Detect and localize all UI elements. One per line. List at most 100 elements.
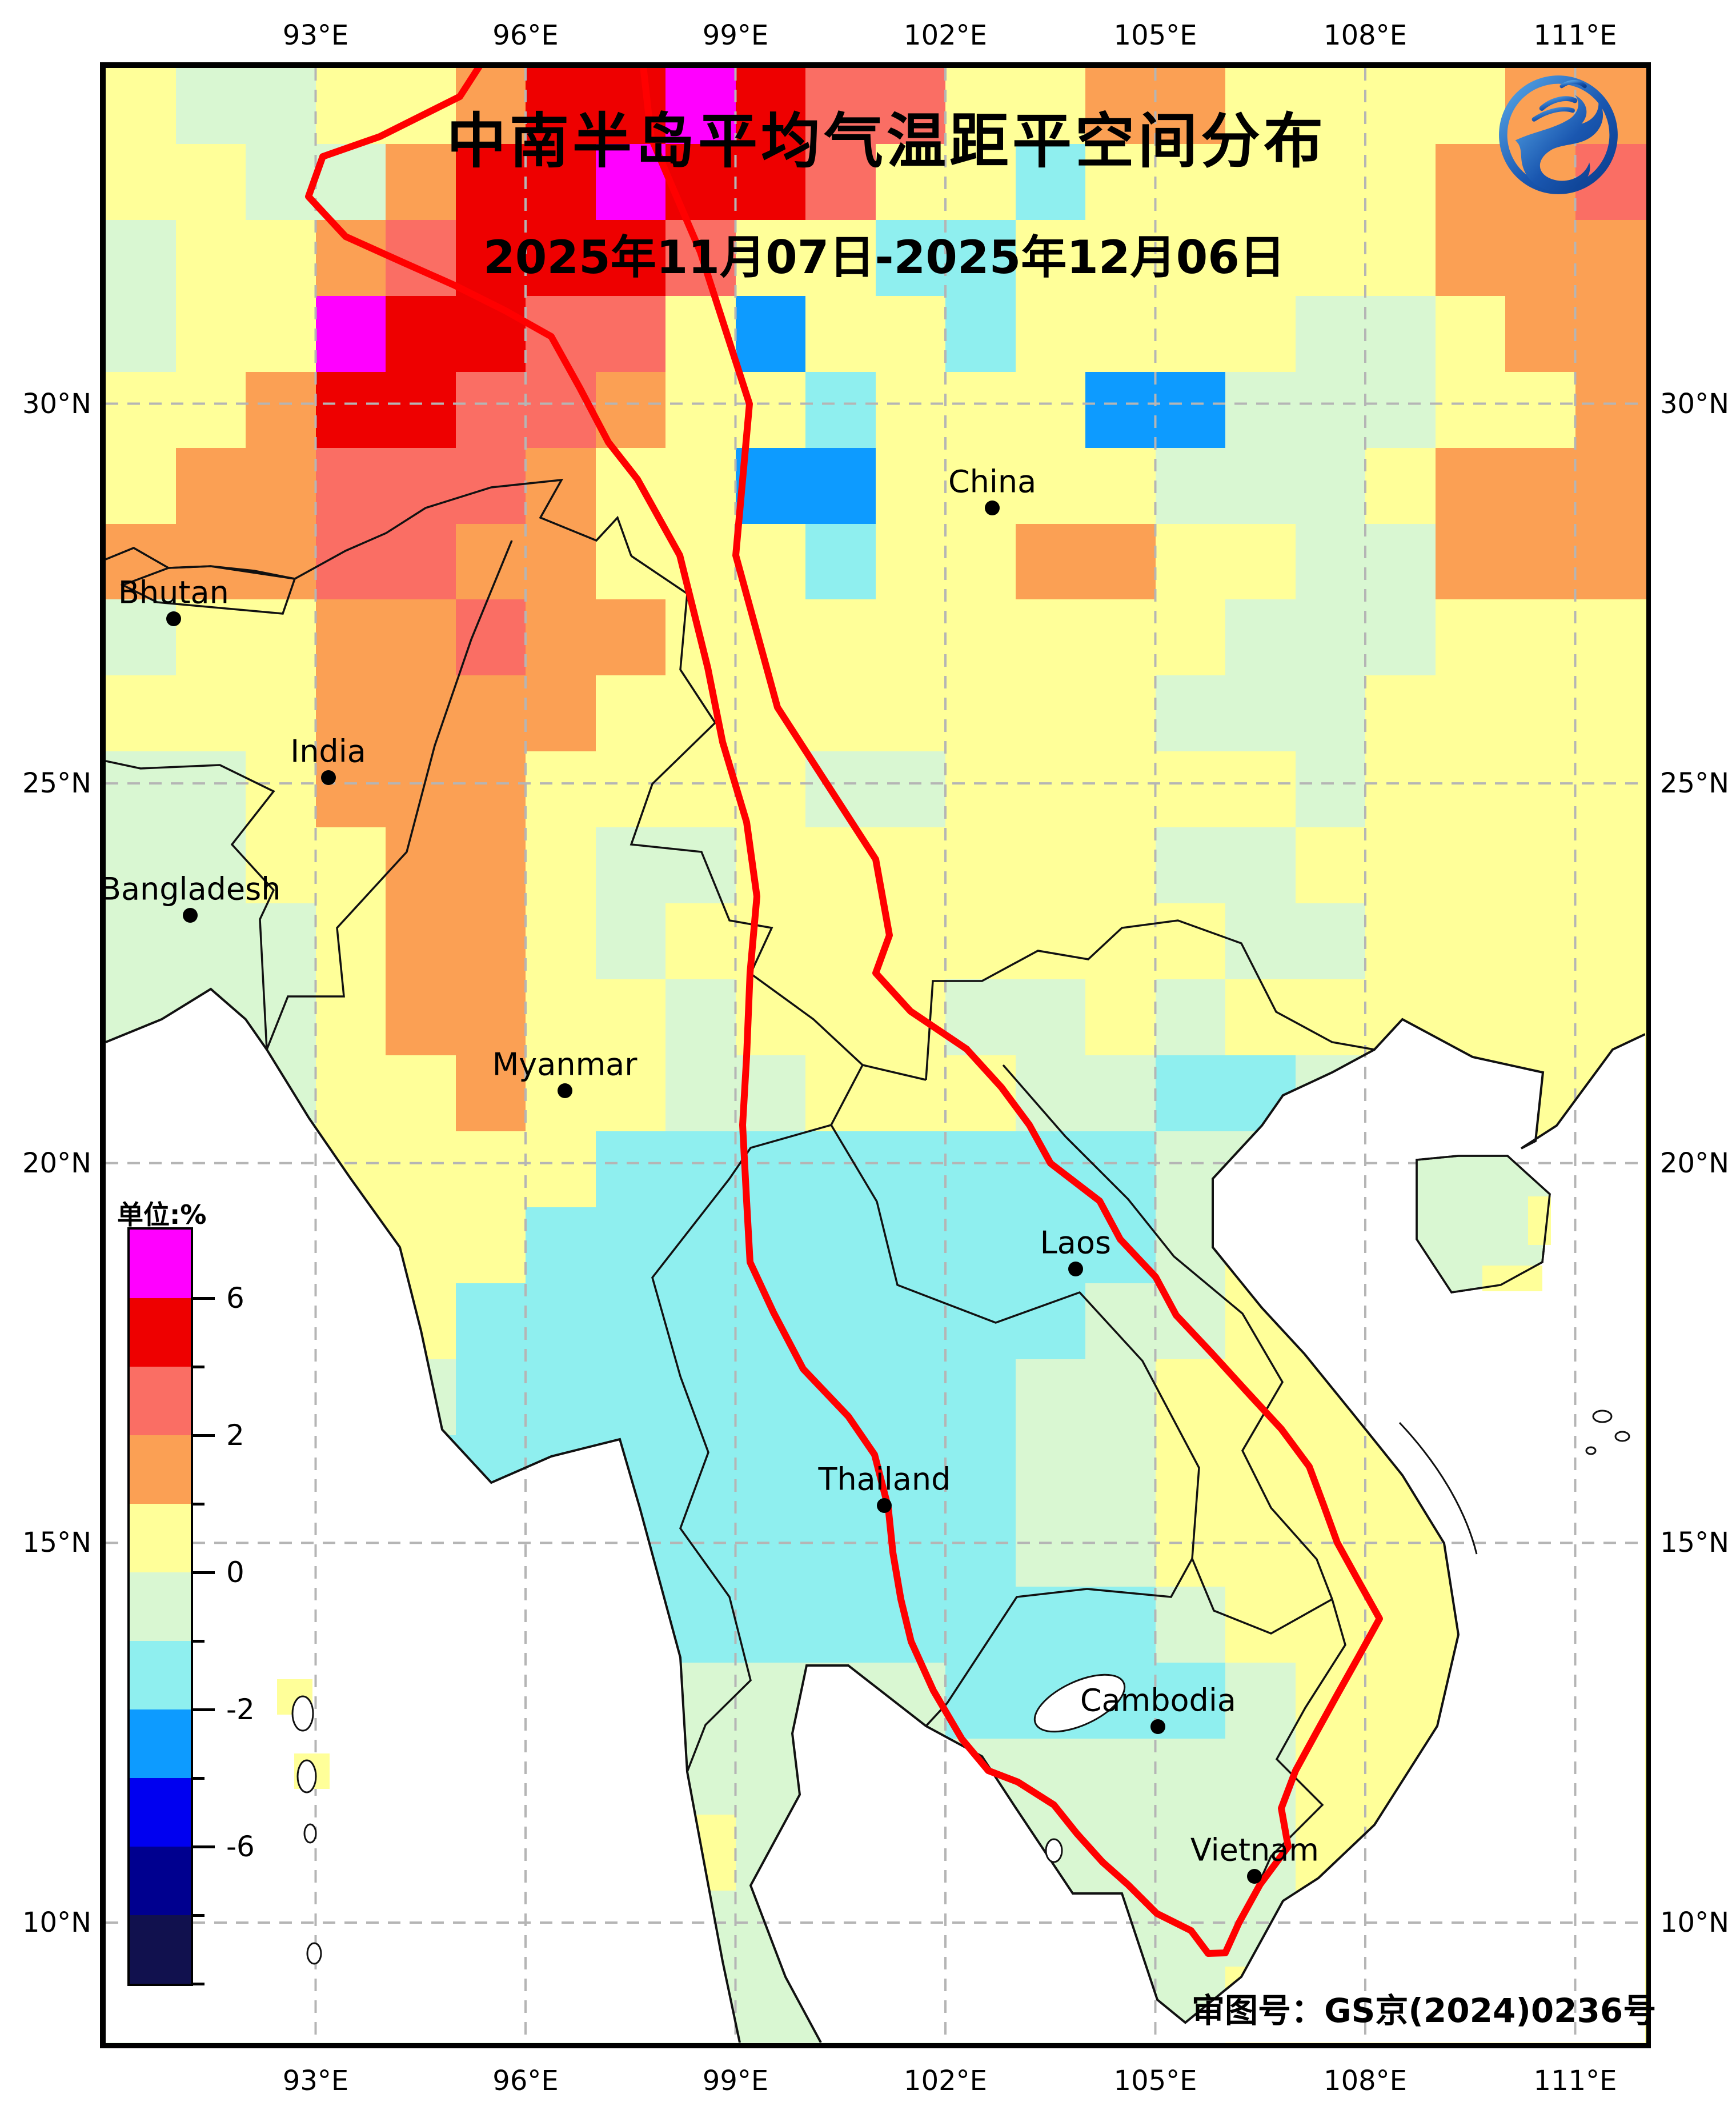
raster-cell xyxy=(805,979,876,1056)
raster-cell xyxy=(1365,68,1436,145)
raster-cell xyxy=(805,523,876,600)
lon-label-bottom: 93°E xyxy=(282,2065,349,2097)
page-title: 中南半岛平均气温距平空间分布 xyxy=(446,106,1327,176)
raster-cell xyxy=(1015,371,1086,449)
raster-cell xyxy=(945,599,1016,676)
raster-cell xyxy=(386,371,456,449)
raster-cell xyxy=(945,68,1016,145)
raster-cell xyxy=(1085,68,1156,145)
raster-cell xyxy=(1085,1359,1156,1436)
raster-cell xyxy=(1085,827,1156,904)
raster-cell xyxy=(1505,371,1576,449)
raster-cell xyxy=(1085,599,1156,676)
raster-cell xyxy=(1295,143,1366,221)
raster-cell xyxy=(315,68,387,145)
legend-color-segment xyxy=(130,1709,191,1778)
raster-cell xyxy=(1085,1511,1156,1588)
legend-tick xyxy=(193,1640,205,1643)
legend-tick xyxy=(193,1503,205,1506)
raster-cell xyxy=(1085,523,1156,600)
raster-cell xyxy=(175,68,247,145)
raster-cell xyxy=(315,979,387,1056)
raster-cell xyxy=(1575,447,1646,525)
raster-cell xyxy=(1435,219,1506,297)
raster-cell xyxy=(1295,295,1366,373)
raster-cell xyxy=(875,447,947,525)
raster-cell xyxy=(386,979,456,1056)
raster-cell xyxy=(1085,447,1156,525)
logo-dragon-swirl xyxy=(1515,80,1603,192)
raster-cell xyxy=(875,1283,947,1360)
map-approval-number: 审图号：GS京(2024)0236号 xyxy=(1192,1991,1657,2030)
raster-cell xyxy=(1015,1283,1086,1360)
raster-cell xyxy=(1085,1587,1156,1664)
raster-cell xyxy=(875,979,947,1056)
raster-cell xyxy=(1085,219,1156,297)
lat-label-right: 20°N xyxy=(1660,1147,1729,1179)
raster-cell xyxy=(665,447,736,525)
andaman-nicobar-islands xyxy=(277,1679,330,1965)
raster-cell xyxy=(1155,903,1226,980)
country-dot-india xyxy=(320,770,336,785)
raster-cell xyxy=(386,599,456,676)
raster-cell xyxy=(1575,371,1646,449)
raster-cell xyxy=(1435,751,1506,828)
raster-cell xyxy=(1015,979,1086,1056)
raster-cell xyxy=(1365,219,1436,297)
raster-cell xyxy=(315,751,387,828)
raster-cell xyxy=(805,675,876,752)
raster-cell xyxy=(805,143,876,221)
raster-cell xyxy=(945,903,1016,980)
raster-cell xyxy=(455,675,527,752)
raster-cell xyxy=(526,219,596,297)
raster-cell xyxy=(526,903,596,980)
raster-cell xyxy=(315,599,387,676)
country-dot-vietnam xyxy=(1247,1868,1262,1884)
raster-cell xyxy=(455,751,527,828)
raster-cell xyxy=(106,295,177,373)
raster-cell xyxy=(665,68,736,145)
raster-cell xyxy=(106,523,177,600)
lat-label-right: 25°N xyxy=(1660,767,1729,800)
raster-cell xyxy=(735,1587,807,1664)
raster-cell xyxy=(1435,599,1506,676)
map-overlay xyxy=(106,68,1645,2043)
raster-cell xyxy=(945,371,1016,449)
raster-cell xyxy=(1295,219,1366,297)
legend-tick xyxy=(193,1983,205,1985)
raster-cell xyxy=(665,827,736,904)
raster-cell xyxy=(875,1055,947,1132)
raster-cell xyxy=(1295,371,1366,449)
raster-cell xyxy=(735,1359,807,1436)
raster-cell xyxy=(526,143,596,221)
legend-unit-label: 单位:% xyxy=(117,1199,207,1230)
raster-cell xyxy=(315,903,387,980)
legend-tick xyxy=(193,1571,215,1574)
raster-cell xyxy=(1575,903,1646,980)
raster-cell xyxy=(526,1131,596,1208)
raster-cell xyxy=(386,751,456,828)
lon-label-bottom: 102°E xyxy=(904,2065,987,2097)
raster-cell xyxy=(1505,295,1576,373)
raster-cell xyxy=(665,143,736,221)
raster-cell xyxy=(595,1283,667,1360)
legend-color-segment xyxy=(130,1572,191,1641)
raster-cell xyxy=(455,523,527,600)
raster-cell xyxy=(455,1207,527,1284)
raster-cell xyxy=(526,751,596,828)
legend-color-segment xyxy=(130,1298,191,1367)
raster-cell xyxy=(315,447,387,525)
raster-cell xyxy=(175,371,247,449)
coastline-east xyxy=(749,1018,1645,2043)
raster-cell xyxy=(106,219,177,297)
raster-cell xyxy=(595,295,667,373)
raster-cell xyxy=(665,1359,736,1436)
lon-label-top: 105°E xyxy=(1113,19,1197,51)
lat-label-right: 10°N xyxy=(1660,1906,1729,1939)
raster-cell xyxy=(455,979,527,1056)
raster-cell xyxy=(875,827,947,904)
raster-cell xyxy=(805,219,876,297)
raster-cell xyxy=(1505,219,1576,297)
raster-cell xyxy=(1155,827,1226,904)
raster-cell xyxy=(1505,599,1576,676)
